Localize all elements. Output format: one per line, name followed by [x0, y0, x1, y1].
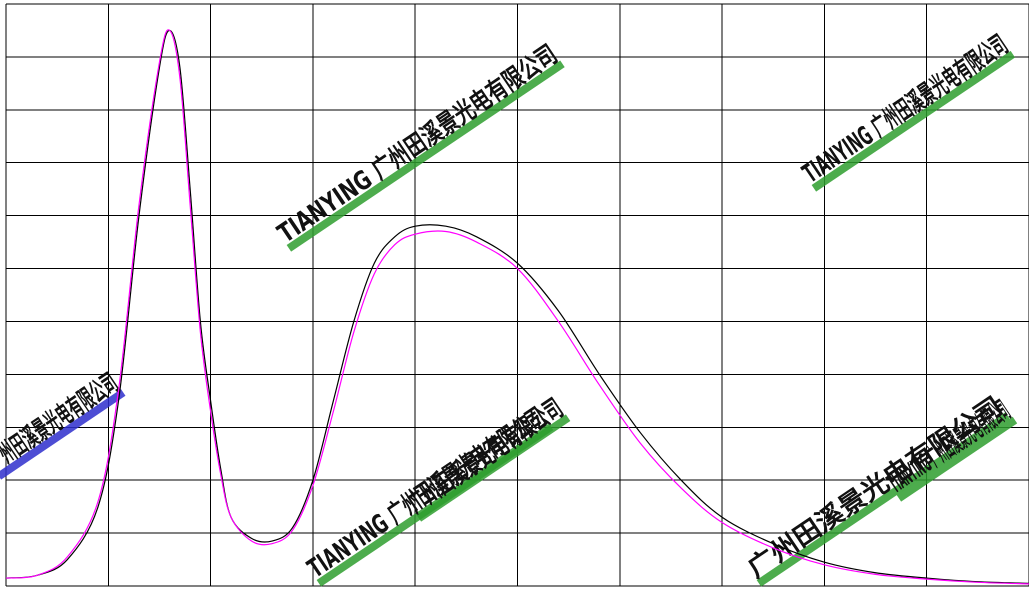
watermark-band: [756, 412, 1010, 587]
series-line-2: [5, 29, 1029, 585]
grid: [5, 3, 1029, 587]
watermark: TIANYING 广州田溪景光电有限公司: [798, 30, 1016, 192]
watermark: 广州田溪景光电有限公司: [403, 394, 571, 522]
watermark-text: 广州田溪景光电有限公司: [403, 394, 569, 520]
watermark: 广州田溪景光电有限公司: [0, 368, 126, 480]
watermark-band: [896, 416, 1018, 502]
watermark-band: [416, 414, 571, 522]
watermark-text: TIANYING 广州田溪景光电有限公司: [273, 40, 563, 249]
watermark-band: [811, 50, 1016, 192]
watermark-band: [286, 60, 565, 252]
watermark-text: TIANYING 广州田溪景光电有限公司: [883, 396, 1016, 499]
watermark-text: 广州田溪景光电有限公司: [0, 368, 124, 477]
series-line-1: [5, 29, 1029, 584]
watermark: TIANYING 广州田溪景光电有限公司: [273, 40, 565, 252]
series-layer: [5, 29, 1029, 585]
watermark: TIANYING 广州田溪景光电有限公司: [883, 396, 1018, 502]
watermark-band: [0, 389, 126, 480]
